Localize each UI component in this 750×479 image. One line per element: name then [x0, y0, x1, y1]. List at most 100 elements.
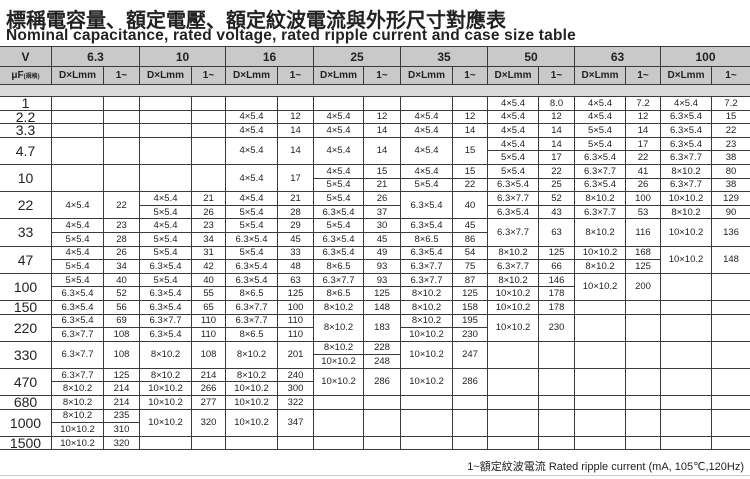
ripple-current: 17	[626, 137, 660, 151]
case-size: 5×5.4	[575, 137, 625, 151]
empty-cell	[314, 97, 363, 110]
size-column-header: D×Lmm	[661, 67, 711, 84]
case-size: 8×10.2	[226, 368, 277, 382]
empty-cell	[539, 436, 574, 450]
case-size: 5×5.4	[488, 151, 538, 164]
case-size: 4×5.4	[488, 124, 538, 137]
case-size: 8×10.2	[140, 341, 191, 368]
case-size: 6.3×7.7	[401, 260, 452, 273]
ripple-current: 65	[192, 300, 225, 314]
ripple-current: 66	[539, 260, 574, 273]
empty-cell	[278, 97, 313, 110]
empty-cell	[140, 110, 191, 124]
case-size: 6.3×7.7	[575, 164, 625, 178]
ripple-current: 110	[192, 314, 225, 328]
ripple-current: 235	[104, 409, 139, 423]
case-size: 8×10.2	[140, 368, 191, 382]
ripple-current: 43	[539, 205, 574, 219]
case-size: 5×5.4	[140, 273, 191, 287]
ripple-current: 110	[192, 328, 225, 341]
case-size: 6.3×7.7	[314, 273, 363, 287]
ripple-current: 17	[278, 164, 313, 192]
case-size: 8×10.2	[52, 409, 103, 423]
size-column-header: D×Lmm	[226, 67, 277, 84]
ripple-current: 49	[364, 246, 400, 260]
case-size: 10×10.2	[140, 409, 191, 436]
capacitance-value: 1	[0, 97, 51, 110]
case-size: 8×10.2	[52, 382, 103, 396]
empty-cell	[712, 300, 750, 314]
ripple-current: 230	[539, 314, 574, 341]
capacitance-value: 220	[0, 314, 51, 341]
ripple-current: 247	[453, 341, 487, 368]
ripple-current: 200	[626, 273, 660, 300]
ripple-current: 183	[364, 314, 400, 341]
capacitor-table: V 6.3 D×Lmm 1~ 10 D×Lmm 1~ 16 D×Lmm 1~ 25 D×Lmm 1~ 35…	[0, 46, 750, 451]
case-size: 6.3×7.7	[488, 219, 538, 246]
current-column-header: 1~	[364, 67, 400, 84]
empty-cell	[712, 273, 750, 300]
empty-cell	[104, 97, 139, 110]
case-size: 6.3×7.7	[226, 300, 277, 314]
case-size: 10×10.2	[226, 382, 277, 396]
case-size: 6.3×5.4	[314, 205, 363, 219]
case-size: 8×6.5	[226, 328, 277, 341]
ripple-current: 129	[712, 192, 750, 205]
empty-cell	[712, 396, 750, 409]
case-size: 10×10.2	[226, 396, 277, 409]
case-size: 8×10.2	[401, 287, 452, 300]
case-size: 10×10.2	[488, 287, 538, 300]
empty-cell	[140, 137, 191, 164]
ripple-current: 38	[712, 178, 750, 192]
empty-cell	[364, 436, 400, 450]
case-size: 10×10.2	[52, 436, 103, 450]
ripple-current: 12	[626, 110, 660, 124]
ripple-current: 7.2	[712, 97, 750, 110]
ripple-current: 15	[364, 164, 400, 178]
ripple-current: 80	[712, 164, 750, 178]
empty-cell	[401, 436, 452, 450]
ripple-current: 28	[104, 232, 139, 246]
empty-cell	[52, 164, 103, 192]
case-size: 8×10.2	[575, 260, 625, 273]
case-size: 4×5.4	[226, 192, 277, 205]
case-size: 10×10.2	[140, 396, 191, 409]
case-size: 4×5.4	[314, 137, 363, 164]
capacitance-value: 22	[0, 192, 51, 219]
ripple-current: 40	[192, 273, 225, 287]
ripple-current: 300	[278, 382, 313, 396]
case-size: 4×5.4	[140, 192, 191, 205]
ripple-current: 56	[104, 300, 139, 314]
case-size: 8×10.2	[314, 314, 363, 341]
case-size: 6.3×5.4	[401, 192, 452, 219]
case-size: 8×6.5	[226, 287, 277, 300]
case-size: 6.3×5.4	[575, 151, 625, 164]
ripple-current: 8.0	[539, 97, 574, 110]
case-size: 5×5.4	[314, 192, 363, 205]
ripple-current: 34	[104, 260, 139, 273]
ripple-current: 37	[364, 205, 400, 219]
ripple-current: 168	[626, 246, 660, 260]
empty-cell	[278, 436, 313, 450]
ripple-current: 69	[104, 314, 139, 328]
ripple-current: 7.2	[626, 97, 660, 110]
ripple-current: 42	[192, 260, 225, 273]
ripple-current: 108	[104, 341, 139, 368]
ripple-current: 322	[278, 396, 313, 409]
case-size: 8×10.2	[226, 341, 277, 368]
case-size: 4×5.4	[575, 110, 625, 124]
voltage-header-label: V	[0, 47, 51, 66]
empty-cell	[401, 97, 452, 110]
empty-cell	[453, 409, 487, 436]
ripple-current: 21	[192, 192, 225, 205]
case-size: 4×5.4	[488, 137, 538, 151]
ripple-current: 21	[364, 178, 400, 192]
empty-cell	[626, 341, 660, 368]
ripple-current: 29	[278, 219, 313, 232]
capacitance-value: 47	[0, 246, 51, 273]
case-size: 4×5.4	[401, 164, 452, 178]
ripple-current: 148	[364, 300, 400, 314]
ripple-current: 22	[712, 124, 750, 137]
empty-cell	[626, 368, 660, 396]
case-size: 8×10.2	[401, 300, 452, 314]
